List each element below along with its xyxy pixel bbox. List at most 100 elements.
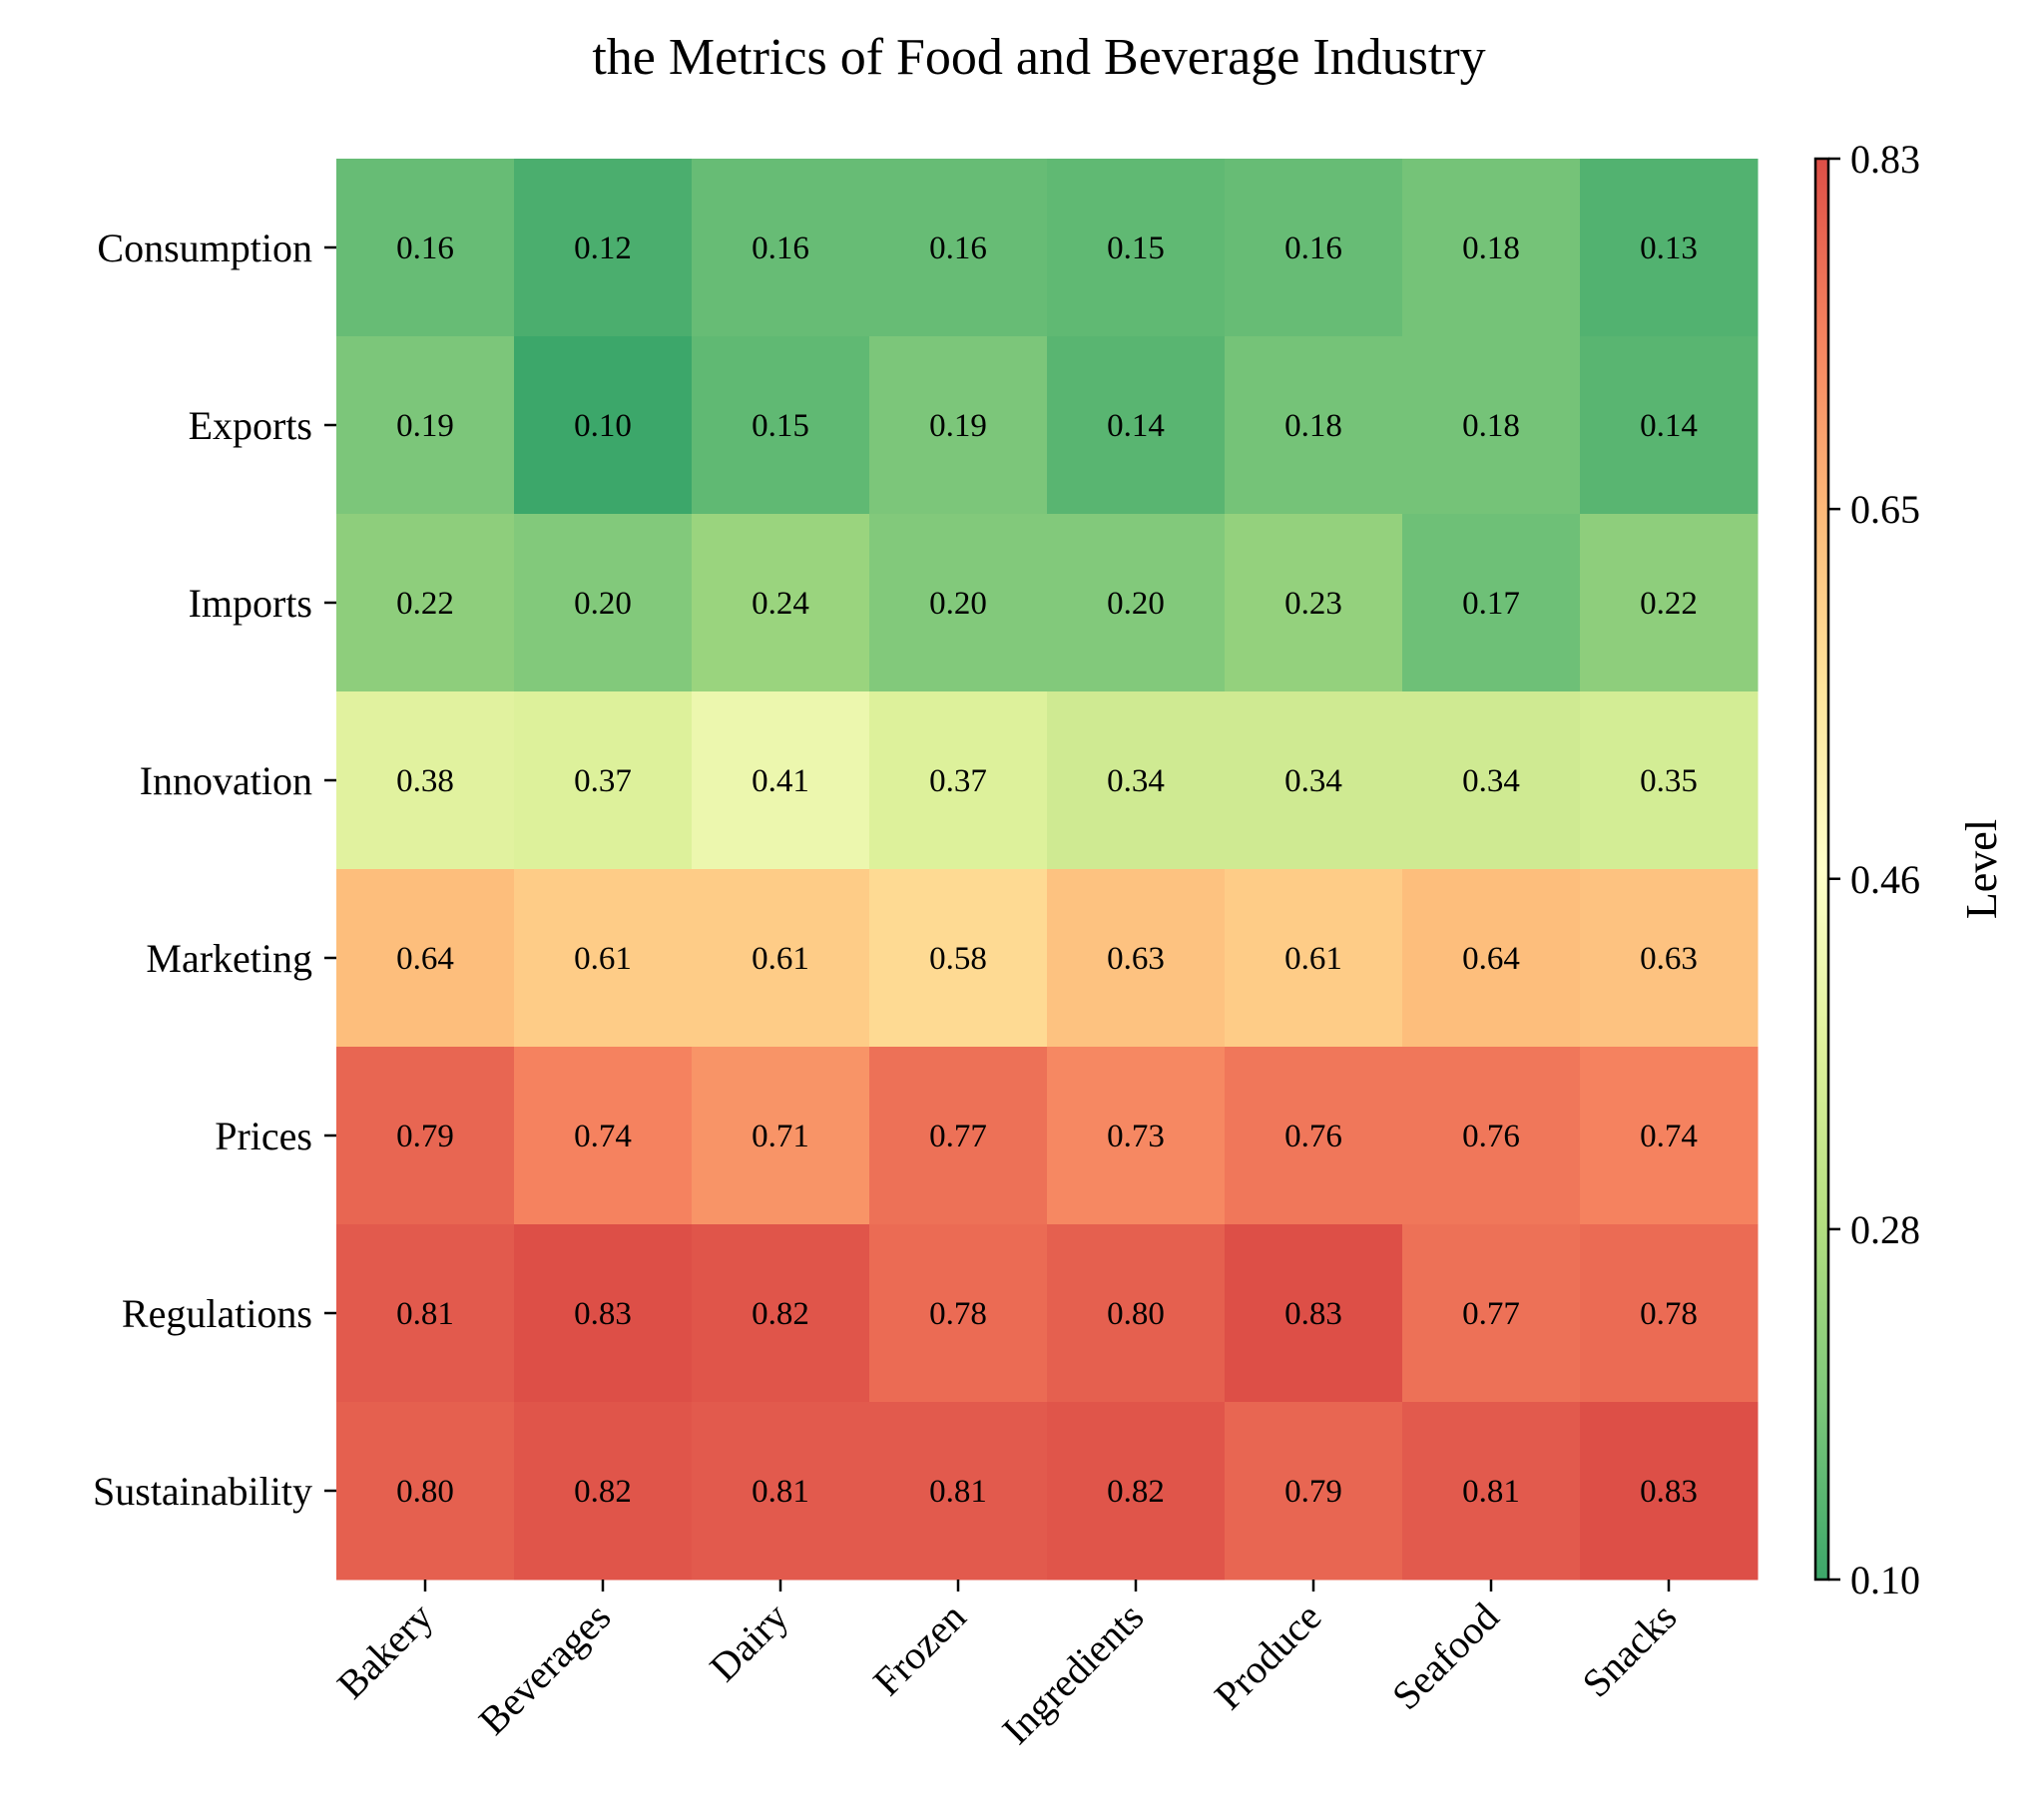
cell-value-label: 0.79 (396, 1119, 454, 1154)
cell-value-label: 0.16 (1284, 230, 1342, 266)
heatmap-cell (692, 691, 870, 870)
cell-value-label: 0.79 (1284, 1474, 1342, 1510)
cell-value-label: 0.23 (1284, 586, 1342, 622)
cell-value-label: 0.63 (1107, 941, 1165, 977)
cell-value-label: 0.20 (929, 586, 987, 622)
heatmap-cell (1047, 514, 1226, 692)
heatmap-cell (514, 691, 693, 870)
cell-value-label: 0.78 (1640, 1296, 1698, 1332)
heatmap-cell (1047, 869, 1226, 1048)
colorbar-tick-label: 0.83 (1850, 137, 1920, 182)
heatmap-cell (1402, 1224, 1581, 1403)
colorbar-tick-label: 0.10 (1850, 1558, 1920, 1602)
cell-value-label: 0.19 (929, 408, 987, 444)
heatmap-cell (336, 336, 515, 515)
y-axis: Consumption Exports Imports Innovation Marke… (93, 226, 336, 1514)
cell-value-label: 0.16 (929, 230, 987, 266)
y-tick-label: Innovation (140, 758, 312, 803)
cell-value-label: 0.58 (929, 941, 987, 977)
x-tick-label: Snacks (1573, 1594, 1685, 1706)
cell-value-label: 0.14 (1107, 408, 1165, 444)
cell-value-label: 0.78 (929, 1296, 987, 1332)
cell-value-label: 0.10 (574, 408, 632, 444)
cell-value-label: 0.77 (1462, 1296, 1520, 1332)
heatmap-cell (1047, 336, 1226, 515)
cell-value-label: 0.61 (574, 941, 632, 977)
heatmap-cell (514, 869, 693, 1048)
cell-value-label: 0.37 (929, 763, 987, 799)
heatmap-cell (692, 869, 870, 1048)
heatmap-cell (869, 1402, 1048, 1581)
heatmap-cell (869, 159, 1048, 337)
cell-value-label: 0.34 (1107, 763, 1165, 799)
x-tick-label: Beverages (470, 1594, 620, 1744)
x-tick-label: Frozen (864, 1594, 974, 1704)
heatmap-cell (1225, 869, 1403, 1048)
heatmap-cell (1402, 336, 1581, 515)
heatmap-cell (514, 1402, 693, 1581)
x-tick-label: Seafood (1383, 1594, 1508, 1719)
y-tick-label: Regulations (122, 1291, 312, 1336)
cell-value-label: 0.81 (752, 1474, 809, 1510)
cell-value-label: 0.83 (574, 1296, 632, 1332)
heatmap-cell (514, 1047, 693, 1225)
cell-value-label: 0.34 (1462, 763, 1520, 799)
heatmap-cell (336, 159, 515, 337)
heatmap-cell (514, 514, 693, 692)
heatmap-cell (692, 1224, 870, 1403)
heatmap-cell (1047, 1224, 1226, 1403)
heatmap-cell (1047, 691, 1226, 870)
heatmap-cell (1580, 1402, 1759, 1581)
heatmap-cell (1225, 1224, 1403, 1403)
cell-value-label: 0.37 (574, 763, 632, 799)
heatmap-cell (869, 691, 1048, 870)
heatmap-cell (1047, 1047, 1226, 1225)
cell-value-label: 0.83 (1284, 1296, 1342, 1332)
x-tick-label: Dairy (701, 1594, 796, 1690)
heatmap-cell (1580, 159, 1759, 337)
cell-value-label: 0.71 (752, 1119, 809, 1154)
cell-value-label: 0.83 (1640, 1474, 1698, 1510)
heatmap-cell (1402, 1047, 1581, 1225)
cell-value-label: 0.74 (1640, 1119, 1698, 1154)
heatmap-cell (1047, 159, 1226, 337)
cell-value-label: 0.82 (1107, 1474, 1165, 1510)
heatmap-cell (336, 1402, 515, 1581)
cell-value-label: 0.12 (574, 230, 632, 266)
heatmap-cell (869, 869, 1048, 1048)
colorbar-gradient (1813, 157, 1830, 1582)
cell-value-label: 0.22 (1640, 586, 1698, 622)
cell-value-label: 0.63 (1640, 941, 1698, 977)
heatmap-cell (692, 336, 870, 515)
cell-value-label: 0.16 (752, 230, 809, 266)
heatmap-cell (1402, 1402, 1581, 1581)
y-tick-label: Marketing (146, 936, 312, 981)
colorbar-tick-label: 0.46 (1850, 857, 1920, 902)
heatmap-cell-labels: 0.16 0.12 0.16 0.16 0.15 0.16 0.18 0.13 0.19 0.10… (396, 230, 1698, 1510)
cell-value-label: 0.74 (574, 1119, 632, 1154)
cell-value-label: 0.76 (1284, 1119, 1342, 1154)
cell-value-label: 0.17 (1462, 586, 1520, 622)
cell-value-label: 0.41 (752, 763, 809, 799)
cell-value-label: 0.73 (1107, 1119, 1165, 1154)
colorbar-tick-label: 0.28 (1850, 1207, 1920, 1252)
heatmap-cell (1402, 691, 1581, 870)
y-tick-label: Prices (215, 1114, 312, 1158)
cell-value-label: 0.18 (1462, 230, 1520, 266)
cell-value-label: 0.15 (1107, 230, 1165, 266)
cell-value-label: 0.18 (1462, 408, 1520, 444)
y-tick-label: Imports (189, 581, 312, 626)
heatmap-cell (869, 1047, 1048, 1225)
cell-value-label: 0.35 (1640, 763, 1698, 799)
heatmap-cell (336, 869, 515, 1048)
heatmap-cell (869, 1224, 1048, 1403)
cell-value-label: 0.15 (752, 408, 809, 444)
cell-value-label: 0.81 (1462, 1474, 1520, 1510)
heatmap-cell (692, 1402, 870, 1581)
heatmap-cell (336, 1224, 515, 1403)
heatmap-cell (1402, 514, 1581, 692)
heatmap-cell (1402, 159, 1581, 337)
cell-value-label: 0.22 (396, 586, 454, 622)
colorbar: 0.10 0.28 0.46 0.65 0.83 Level (1813, 137, 2006, 1602)
